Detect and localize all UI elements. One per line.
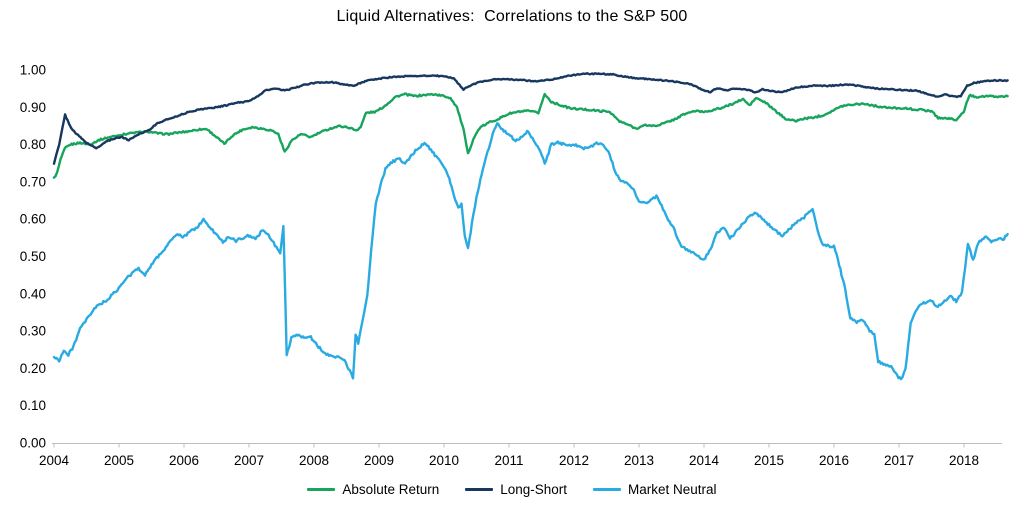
y-axis-label: 0.50 <box>20 249 46 264</box>
y-axis-label: 0.80 <box>20 137 46 152</box>
series-market-neutral <box>52 121 1009 381</box>
legend-label-absolute-return: Absolute Return <box>342 482 440 497</box>
y-axis-label: 0.00 <box>20 436 46 451</box>
x-axis-label: 2014 <box>689 453 720 468</box>
x-axis-label: 2017 <box>884 453 914 468</box>
x-axis-label: 2016 <box>819 453 849 468</box>
y-axis-label: 0.60 <box>20 212 46 227</box>
x-axis-label: 2015 <box>754 453 784 468</box>
legend: Absolute Return Long-Short Market Neutra… <box>0 482 1024 497</box>
x-axis-label: 2009 <box>364 453 394 468</box>
x-axis-label: 2012 <box>559 453 589 468</box>
y-axis-label: 0.30 <box>20 324 46 339</box>
x-axis-label: 2018 <box>949 453 979 468</box>
chart-title: Liquid Alternatives: Correlations to the… <box>336 8 688 25</box>
x-axis-label: 2004 <box>39 453 70 468</box>
legend-label-market-neutral: Market Neutral <box>628 482 717 497</box>
legend-item-absolute-return: Absolute Return <box>307 482 439 497</box>
x-axis-label: 2005 <box>104 453 134 468</box>
y-axis-label: 0.40 <box>20 286 46 301</box>
legend-item-long-short: Long-Short <box>465 482 567 497</box>
x-axis-label: 2008 <box>299 453 329 468</box>
x-axis-label: 2013 <box>624 453 654 468</box>
x-axis-label: 2011 <box>494 453 523 468</box>
legend-swatch-absolute-return <box>307 488 336 491</box>
series-long-short <box>52 71 1009 165</box>
y-axis-label: 0.20 <box>20 361 46 376</box>
x-axis-label: 2010 <box>429 453 459 468</box>
x-axis-label: 2006 <box>169 453 199 468</box>
y-axis-label: 0.90 <box>20 100 46 115</box>
y-axis-label: 1.00 <box>20 63 46 78</box>
legend-label-long-short: Long-Short <box>500 482 568 497</box>
x-axis-label: 2007 <box>234 453 264 468</box>
y-axis-label: 0.70 <box>20 174 46 189</box>
y-axis-label: 0.10 <box>20 398 46 413</box>
legend-item-market-neutral: Market Neutral <box>593 482 717 497</box>
legend-swatch-long-short <box>465 488 494 491</box>
series-absolute-return <box>52 92 1009 179</box>
legend-swatch-market-neutral <box>593 488 622 491</box>
